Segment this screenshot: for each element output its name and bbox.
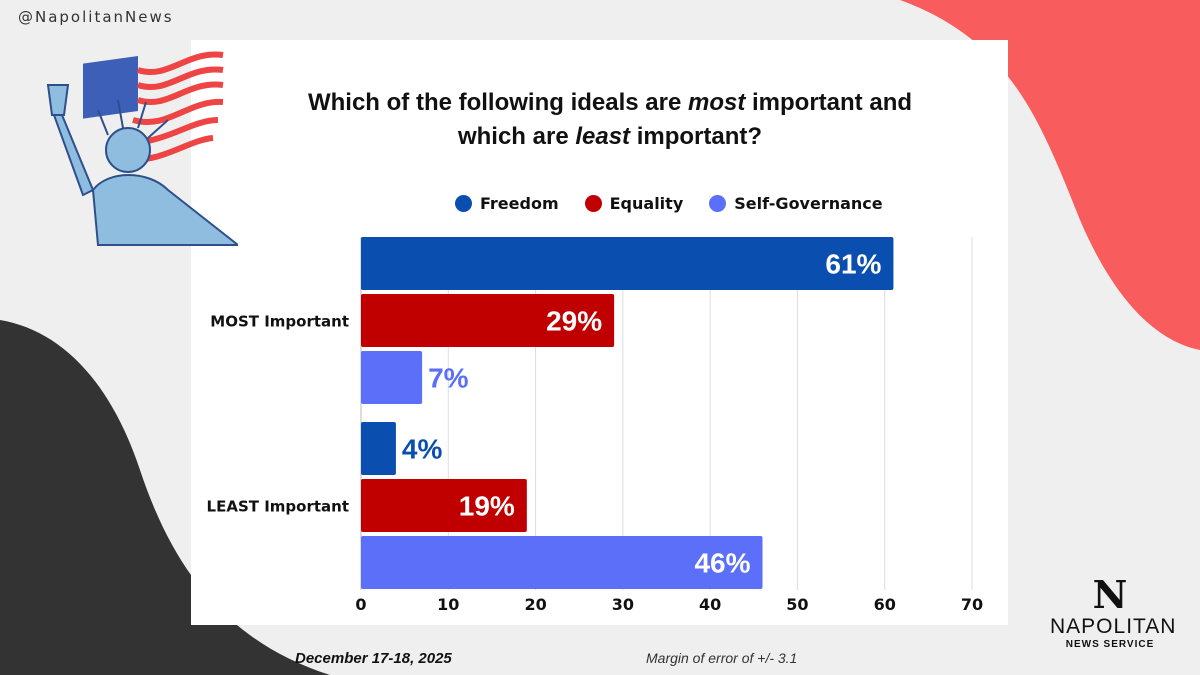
x-tick-label: 0 [355, 595, 366, 614]
x-tick-label: 40 [699, 595, 721, 614]
data-label: 19% [459, 491, 515, 522]
legend-item-self-governance: Self-Governance [709, 194, 883, 213]
bar-freedom [361, 237, 894, 290]
chart-title: Which of the following ideals are most i… [260, 86, 960, 154]
napolitan-logo: N NAPOLITAN NEWS SERVICE [1050, 572, 1177, 651]
legend-label: Self-Governance [734, 194, 883, 213]
category-label: MOST Important [210, 313, 349, 331]
x-tick-label: 30 [612, 595, 634, 614]
data-label: 4% [402, 434, 443, 465]
data-label: 7% [428, 363, 469, 394]
title-emphasis: least [575, 123, 631, 150]
title-text: important? [630, 123, 763, 150]
title-text: Which of the following ideals are [307, 89, 688, 116]
statue-icon [46, 84, 238, 246]
statue-of-liberty-flag-illustration [46, 51, 238, 246]
dark-corner-shape [0, 320, 330, 675]
title-text: which are [457, 123, 576, 150]
social-handle: @NapolitanNews [18, 8, 174, 26]
bar-self-governance [361, 351, 423, 404]
title-text: important and [745, 89, 913, 116]
margin-of-error: Margin of error of +/- 3.1 [646, 650, 798, 666]
legend-item-equality: Equality [584, 194, 684, 213]
legend-swatch [709, 195, 727, 212]
legend-swatch [584, 195, 602, 212]
data-label: 29% [546, 306, 602, 337]
data-label: 61% [825, 249, 881, 280]
x-tick-label: 70 [961, 595, 983, 614]
bar-self-governance [361, 536, 763, 589]
x-tick-label: 10 [437, 595, 459, 614]
x-tick-label: 50 [786, 595, 808, 614]
bar-equality [361, 479, 527, 532]
data-label: 46% [694, 548, 750, 579]
bar-equality [361, 294, 615, 347]
red-corner-shape [900, 0, 1200, 350]
x-tick-label: 60 [874, 595, 896, 614]
logo-name: NAPOLITAN [1050, 615, 1177, 638]
survey-date: December 17-18, 2025 [295, 650, 452, 667]
chart-legend: Freedom Equality Self-Governance [455, 194, 883, 213]
legend-label: Freedom [480, 194, 559, 213]
x-tick-label: 20 [524, 595, 546, 614]
logo-subtitle: NEWS SERVICE [1065, 639, 1155, 650]
category-label: LEAST Important [207, 498, 349, 516]
title-emphasis: most [688, 89, 746, 116]
logo-mark-icon: N [1092, 572, 1128, 617]
legend-swatch [455, 195, 472, 212]
bar-freedom [361, 422, 396, 475]
legend-label: Equality [609, 194, 684, 213]
legend-item-freedom: Freedom [455, 194, 559, 213]
